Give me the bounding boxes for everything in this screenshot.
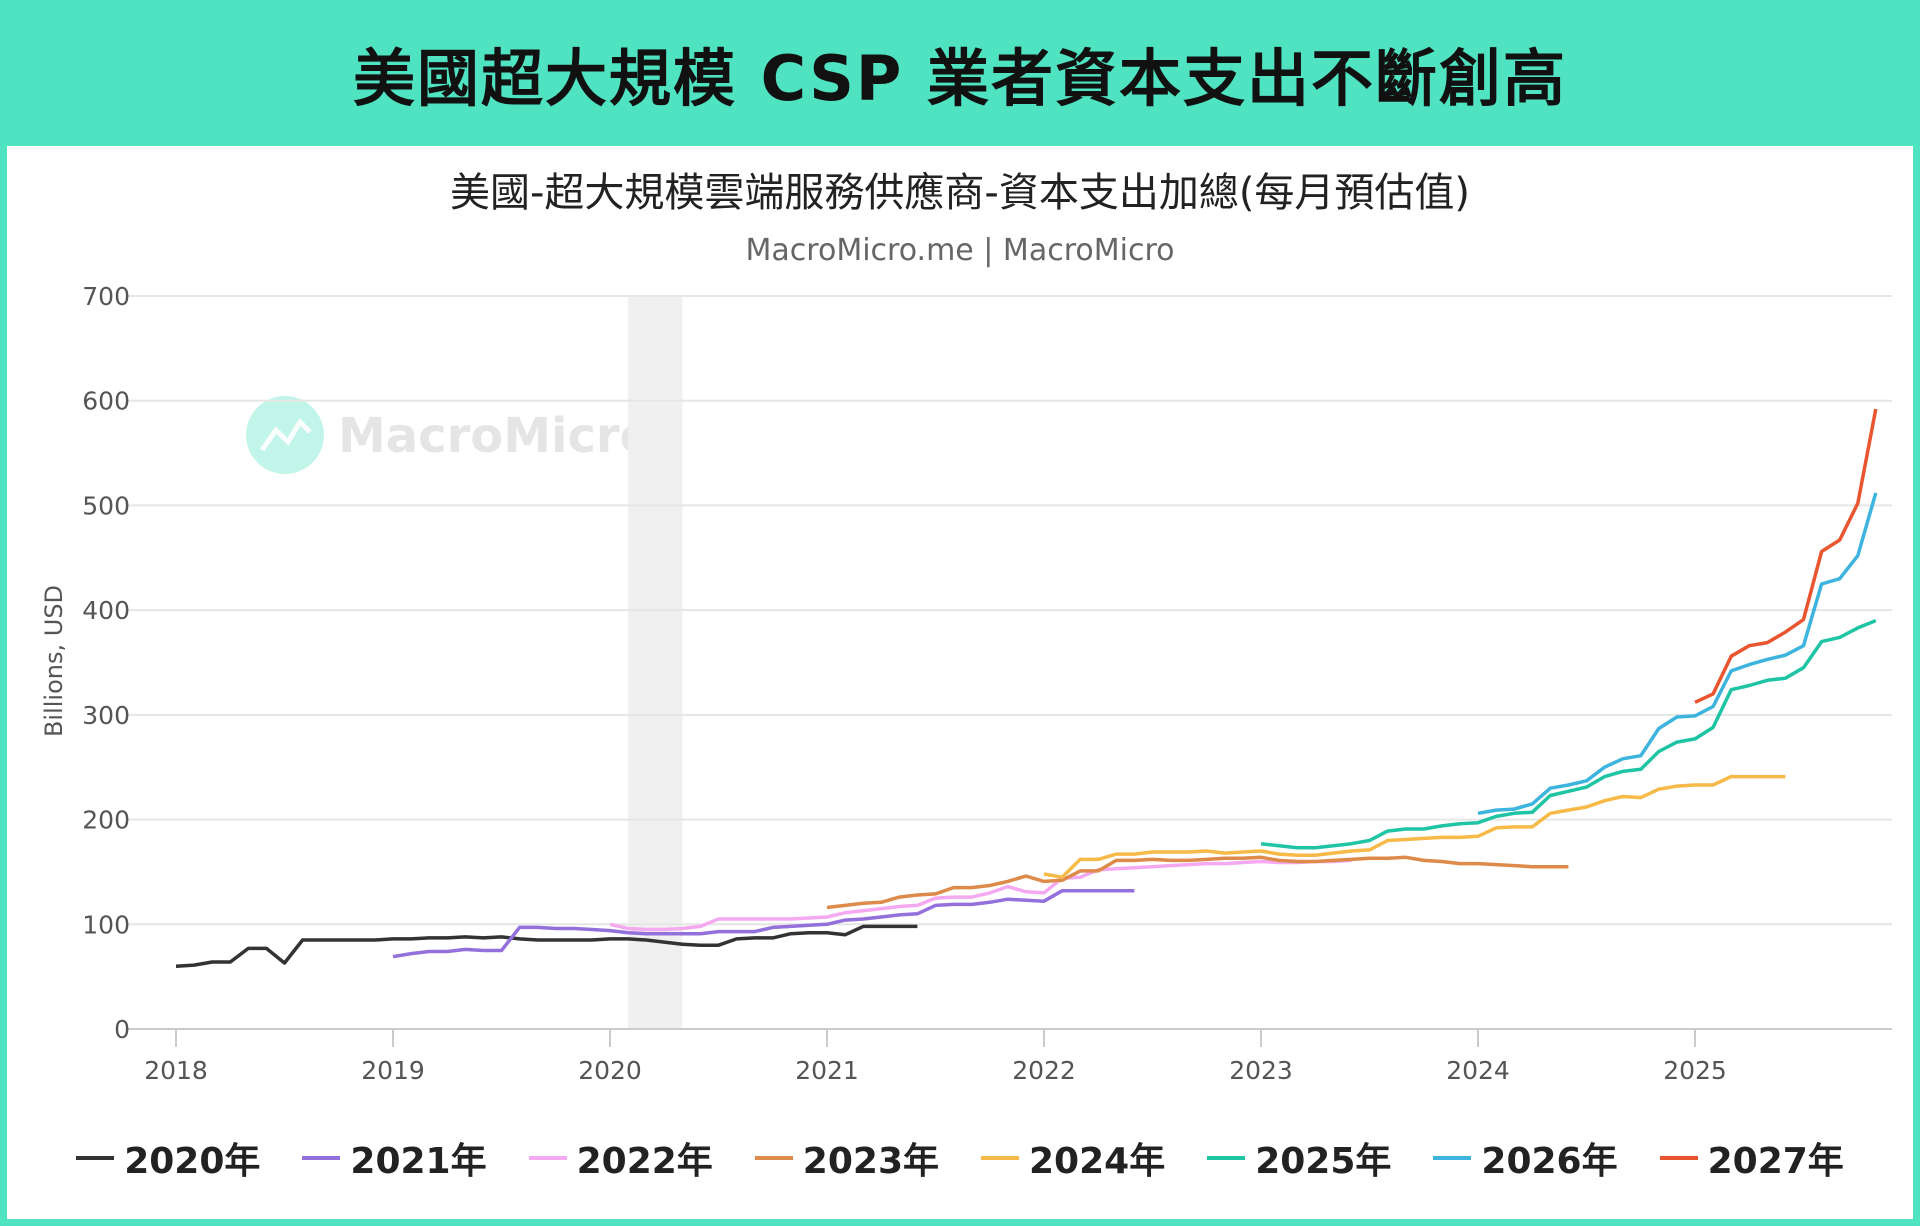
legend-swatch xyxy=(1433,1156,1472,1160)
series-line-2023 xyxy=(826,855,1569,910)
series-line-2021 xyxy=(392,889,1135,959)
header-banner: 美國超大規模 CSP 業者資本支出不斷創高 xyxy=(0,0,1920,146)
watermark-text: MacroMicro xyxy=(338,408,653,464)
legend-item[interactable]: 2021年 xyxy=(302,1132,487,1184)
legend-swatch xyxy=(754,1156,793,1160)
legend-label: 2025年 xyxy=(1255,1141,1392,1182)
page-title: 美國超大規模 CSP 業者資本支出不斷創高 xyxy=(353,42,1567,115)
legend-item[interactable]: 2024年 xyxy=(981,1132,1165,1184)
y-tick-label: 100 xyxy=(82,910,130,939)
legend-label: 2020年 xyxy=(124,1141,261,1182)
y-tick-label: 500 xyxy=(82,491,130,520)
legend: 2020年 2021年 2022年 2023年 2024年 2025年 2026年 2027年 xyxy=(0,1132,1920,1184)
series-line-2024 xyxy=(1043,774,1786,879)
y-axis-label: Billions, USD xyxy=(40,585,68,737)
legend-label: 2023年 xyxy=(802,1141,939,1182)
legend-swatch xyxy=(302,1156,341,1160)
chart-panel xyxy=(7,146,1913,1219)
recession-band xyxy=(628,296,683,1029)
legend-item[interactable]: 2022年 xyxy=(528,1132,713,1184)
series-line-2025 xyxy=(1260,618,1877,850)
series-line-2026 xyxy=(1477,492,1878,816)
legend-label: 2026年 xyxy=(1481,1141,1618,1182)
x-tick-label: 2023 xyxy=(1229,1056,1293,1085)
legend-item[interactable]: 2026年 xyxy=(1433,1132,1618,1184)
y-tick-label: 700 xyxy=(82,282,130,311)
legend-swatch xyxy=(528,1156,567,1160)
y-tick-label: 0 xyxy=(114,1015,130,1044)
legend-label: 2021年 xyxy=(350,1141,487,1182)
legend-item[interactable]: 2020年 xyxy=(76,1132,260,1184)
y-tick-label: 200 xyxy=(82,806,130,835)
x-tick-label: 2022 xyxy=(1012,1056,1076,1085)
x-tick-label: 2024 xyxy=(1446,1056,1510,1085)
y-tick-label: 400 xyxy=(82,596,130,625)
series-line-2022 xyxy=(609,858,1352,932)
legend-swatch xyxy=(1659,1156,1698,1160)
legend-item[interactable]: 2027年 xyxy=(1659,1132,1844,1184)
watermark-logo: MacroMicro xyxy=(246,396,653,474)
x-tick-label: 2018 xyxy=(144,1056,208,1085)
legend-label: 2027年 xyxy=(1707,1141,1844,1182)
y-tick-label: 600 xyxy=(82,387,130,416)
legend-swatch xyxy=(76,1156,115,1160)
series-line-2027 xyxy=(1694,408,1878,704)
chart-title: 美國-超大規模雲端服務供應商-資本支出加總(每月預估值) xyxy=(450,170,1470,216)
x-tick-label: 2021 xyxy=(795,1056,859,1085)
legend-swatch xyxy=(981,1156,1019,1160)
legend-swatch xyxy=(1207,1156,1246,1160)
series-line-2020 xyxy=(175,924,918,968)
legend-item[interactable]: 2023年 xyxy=(754,1132,939,1184)
x-tick-label: 2020 xyxy=(578,1056,642,1085)
chart-subtitle: MacroMicro.me | MacroMicro xyxy=(746,233,1175,268)
y-tick-label: 300 xyxy=(82,701,130,730)
x-tick-label: 2025 xyxy=(1663,1056,1727,1085)
legend-item[interactable]: 2025年 xyxy=(1207,1132,1391,1184)
legend-label: 2022年 xyxy=(576,1141,713,1182)
legend-label: 2024年 xyxy=(1029,1141,1166,1182)
x-tick-label: 2019 xyxy=(361,1056,425,1085)
